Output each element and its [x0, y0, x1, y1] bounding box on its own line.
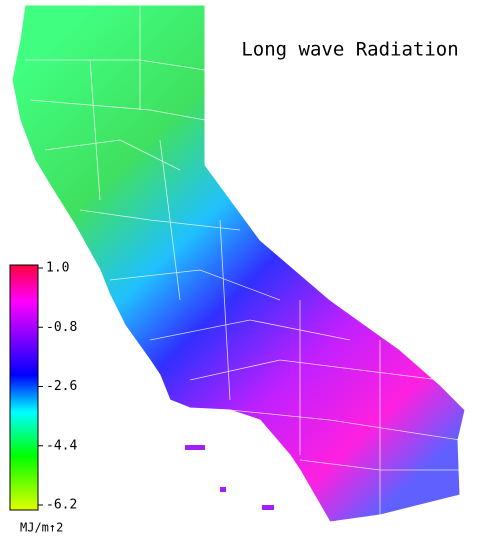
county-lines [25, 5, 461, 515]
tick-label: 1.0 [46, 261, 69, 276]
colorbar [9, 264, 39, 511]
tick-label: -0.8 [46, 320, 77, 335]
tick-label: -6.2 [46, 498, 77, 513]
tick-label: -2.6 [46, 379, 77, 394]
colorbar-unit: MJ/m↑2 [20, 521, 63, 535]
map-title: Long wave Radiation [241, 39, 458, 61]
state-shape [11, 4, 466, 523]
island-marks [185, 445, 274, 510]
colorbar-ticks: 1.0 -0.8 -2.6 -4.4 -6.2 [38, 261, 77, 513]
tick-label: -4.4 [46, 438, 77, 453]
